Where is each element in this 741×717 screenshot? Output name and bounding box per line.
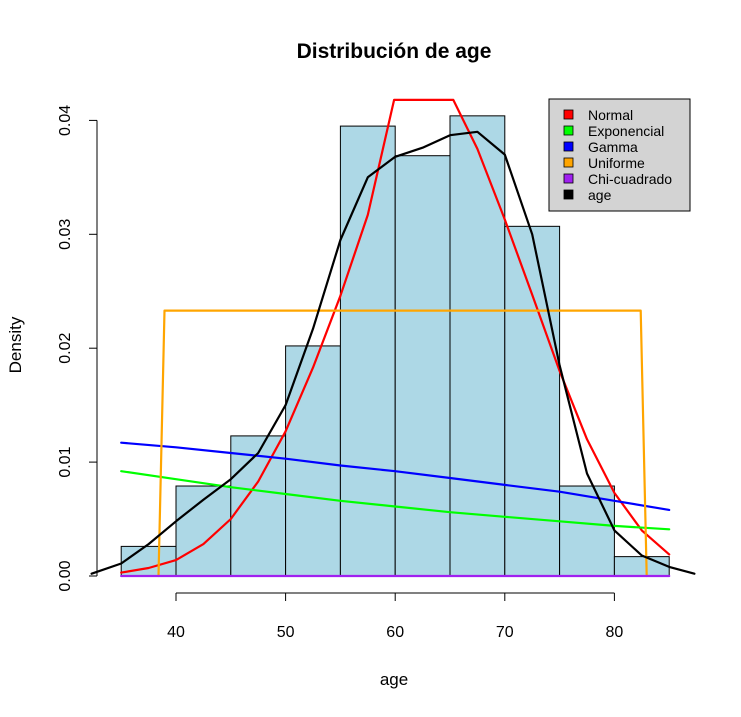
legend-label: Exponencial xyxy=(588,123,664,139)
curve-gamma xyxy=(120,441,671,511)
y-tick-label: 0.00 xyxy=(57,560,74,591)
x-tick-label: 50 xyxy=(277,624,295,641)
x-tick-label: 70 xyxy=(496,624,514,641)
legend-swatch xyxy=(563,189,574,200)
x-axis-label: age xyxy=(380,670,408,689)
histogram-bar-8 xyxy=(504,225,561,577)
y-tick-label: 0.03 xyxy=(57,219,74,250)
histogram-bar-5 xyxy=(339,125,396,577)
legend-swatch xyxy=(563,173,574,184)
curve-exponencial xyxy=(120,470,671,531)
x-tick-label: 60 xyxy=(386,624,404,641)
chart-title: Distribución de age xyxy=(297,40,492,63)
legend-label: Gamma xyxy=(588,139,638,155)
curve-uniforme xyxy=(157,309,648,578)
curve-normal xyxy=(120,98,671,574)
y-axis: 0.00 0.01 0.02 0.03 0.04 xyxy=(57,105,98,592)
legend-swatch xyxy=(563,141,574,152)
legend-label: age xyxy=(588,187,612,203)
y-tick-label: 0.04 xyxy=(57,105,74,136)
histogram-bar-4 xyxy=(285,345,341,577)
curve-age xyxy=(90,130,696,575)
y-tick-label: 0.01 xyxy=(57,446,74,477)
histogram-bars xyxy=(120,115,670,577)
y-tick-label: 0.02 xyxy=(57,333,74,364)
legend-swatch xyxy=(563,125,574,136)
histogram-bar-6 xyxy=(394,155,451,577)
x-tick-label: 40 xyxy=(167,624,185,641)
x-axis: 40 50 60 70 80 xyxy=(167,592,624,641)
legend-label: Chi-cuadrado xyxy=(588,171,672,187)
x-tick-label: 80 xyxy=(606,624,624,641)
legend-label: Normal xyxy=(588,107,633,123)
density-curves xyxy=(90,98,696,578)
legend-label: Uniforme xyxy=(588,155,645,171)
legend-swatch xyxy=(563,157,574,168)
histogram-bar-10 xyxy=(613,556,670,577)
legend: NormalExponencialGammaUniformeChi-cuadra… xyxy=(548,98,691,212)
histogram-bar-7 xyxy=(449,115,506,577)
y-axis-label: Density xyxy=(6,316,25,373)
legend-swatch xyxy=(563,109,574,120)
